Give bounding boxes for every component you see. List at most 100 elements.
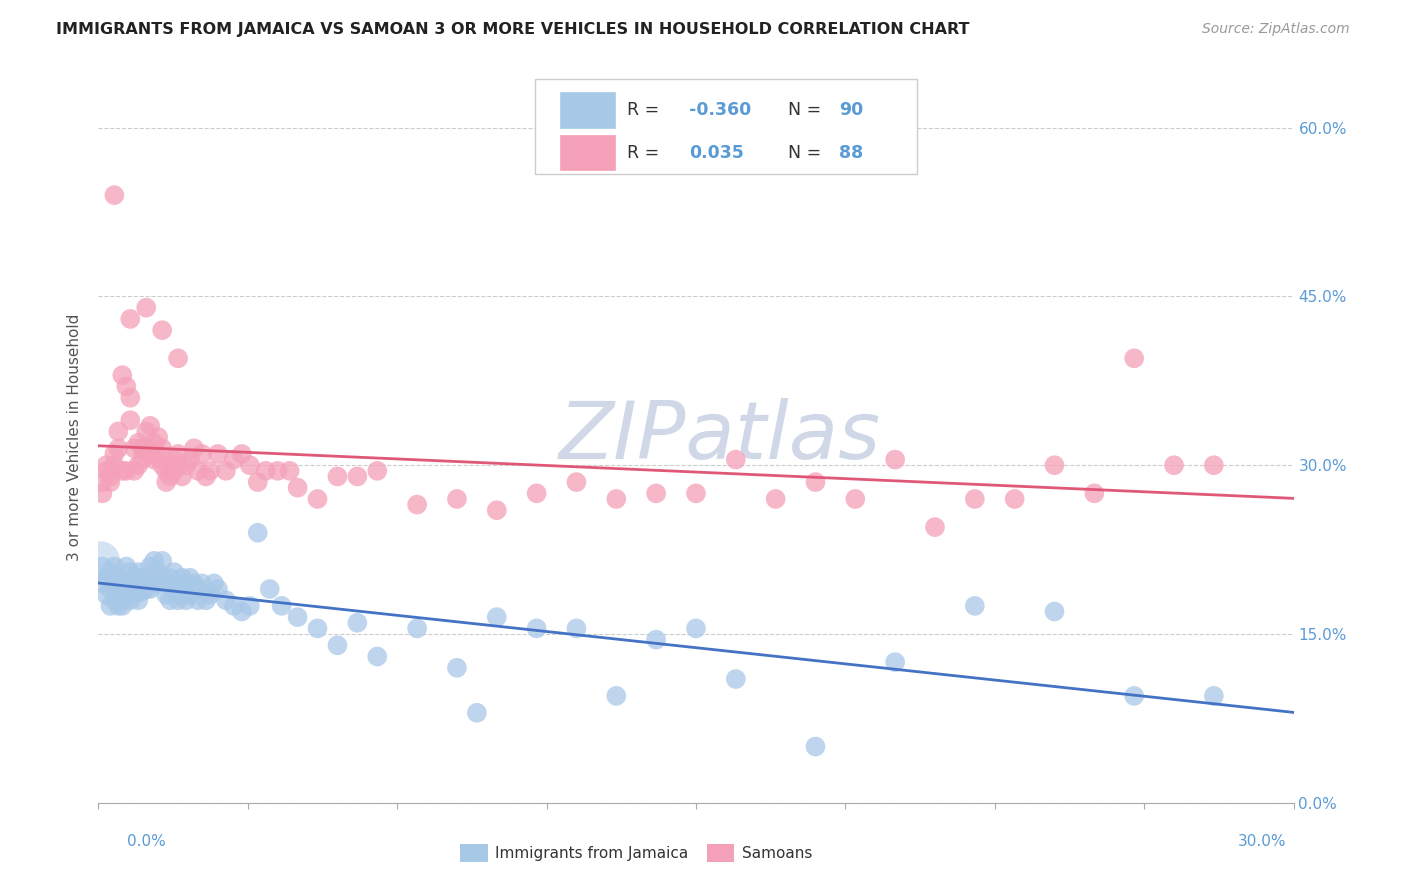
Point	[565, 621, 588, 635]
Point	[222, 452, 245, 467]
Point	[198, 588, 221, 602]
Point	[1202, 458, 1225, 473]
Text: Source: ZipAtlas.com: Source: ZipAtlas.com	[1202, 22, 1350, 37]
Point	[924, 520, 946, 534]
Point	[765, 491, 787, 506]
Point	[1163, 458, 1185, 473]
Point	[804, 475, 827, 489]
Point	[96, 588, 118, 602]
Point	[167, 576, 190, 591]
Point	[172, 469, 194, 483]
Point	[174, 576, 197, 591]
Point	[195, 469, 218, 483]
Point	[645, 632, 668, 647]
Point	[239, 458, 262, 473]
Point	[1004, 491, 1026, 506]
Point	[187, 593, 209, 607]
Point	[111, 576, 134, 591]
Point	[174, 458, 197, 473]
Point	[98, 599, 122, 613]
Point	[131, 571, 153, 585]
Point	[172, 571, 194, 585]
Point	[1083, 486, 1105, 500]
Point	[139, 447, 162, 461]
Point	[159, 593, 181, 607]
Point	[231, 447, 253, 461]
Point	[148, 576, 170, 591]
Point	[115, 588, 138, 602]
Legend: Immigrants from Jamaica, Samoans: Immigrants from Jamaica, Samoans	[454, 838, 818, 868]
Point	[143, 435, 166, 450]
Point	[155, 576, 177, 591]
Point	[163, 464, 186, 478]
Text: ZIPatlas: ZIPatlas	[558, 398, 882, 476]
Point	[1043, 458, 1066, 473]
Point	[150, 554, 173, 568]
Point	[143, 452, 166, 467]
Point	[485, 503, 508, 517]
Point	[131, 442, 153, 456]
Point	[446, 661, 468, 675]
Text: 30.0%: 30.0%	[1239, 834, 1286, 849]
Point	[195, 593, 218, 607]
Text: 88: 88	[839, 144, 863, 161]
Point	[107, 442, 129, 456]
Point	[96, 464, 118, 478]
Point	[465, 706, 488, 720]
Point	[179, 588, 201, 602]
Point	[366, 464, 388, 478]
Point	[155, 464, 177, 478]
Point	[148, 447, 170, 461]
Point	[202, 576, 225, 591]
Text: IMMIGRANTS FROM JAMAICA VS SAMOAN 3 OR MORE VEHICLES IN HOUSEHOLD CORRELATION CH: IMMIGRANTS FROM JAMAICA VS SAMOAN 3 OR M…	[56, 22, 970, 37]
Point	[91, 475, 114, 489]
Point	[191, 447, 214, 461]
Point	[120, 582, 142, 596]
Point	[163, 452, 186, 467]
Point	[124, 571, 146, 585]
Point	[259, 582, 281, 596]
Point	[187, 582, 209, 596]
Point	[526, 621, 548, 635]
Point	[124, 442, 146, 456]
Point	[127, 593, 149, 607]
Point	[724, 452, 747, 467]
Point	[159, 571, 181, 585]
Point	[127, 565, 149, 579]
Point	[1123, 351, 1146, 366]
Point	[103, 593, 125, 607]
Point	[120, 593, 142, 607]
Point	[111, 599, 134, 613]
Point	[844, 491, 866, 506]
Point	[1043, 605, 1066, 619]
Point	[159, 458, 181, 473]
Point	[135, 442, 157, 456]
Point	[135, 571, 157, 585]
Point	[120, 391, 142, 405]
Point	[963, 599, 986, 613]
Point	[179, 571, 201, 585]
Point	[167, 447, 190, 461]
Point	[406, 621, 429, 635]
Point	[191, 576, 214, 591]
Point	[143, 554, 166, 568]
Point	[111, 593, 134, 607]
Text: 0.0%: 0.0%	[127, 834, 166, 849]
Point	[565, 475, 588, 489]
Text: R =: R =	[627, 144, 669, 161]
Point	[183, 576, 205, 591]
Point	[139, 582, 162, 596]
Point	[884, 452, 907, 467]
Point	[107, 571, 129, 585]
Point	[222, 599, 245, 613]
Point	[163, 565, 186, 579]
Point	[1202, 689, 1225, 703]
Point	[246, 525, 269, 540]
Point	[187, 464, 209, 478]
Point	[155, 588, 177, 602]
Point	[239, 599, 262, 613]
Point	[278, 464, 301, 478]
Point	[107, 599, 129, 613]
Point	[139, 559, 162, 574]
Text: 0.035: 0.035	[689, 144, 744, 161]
